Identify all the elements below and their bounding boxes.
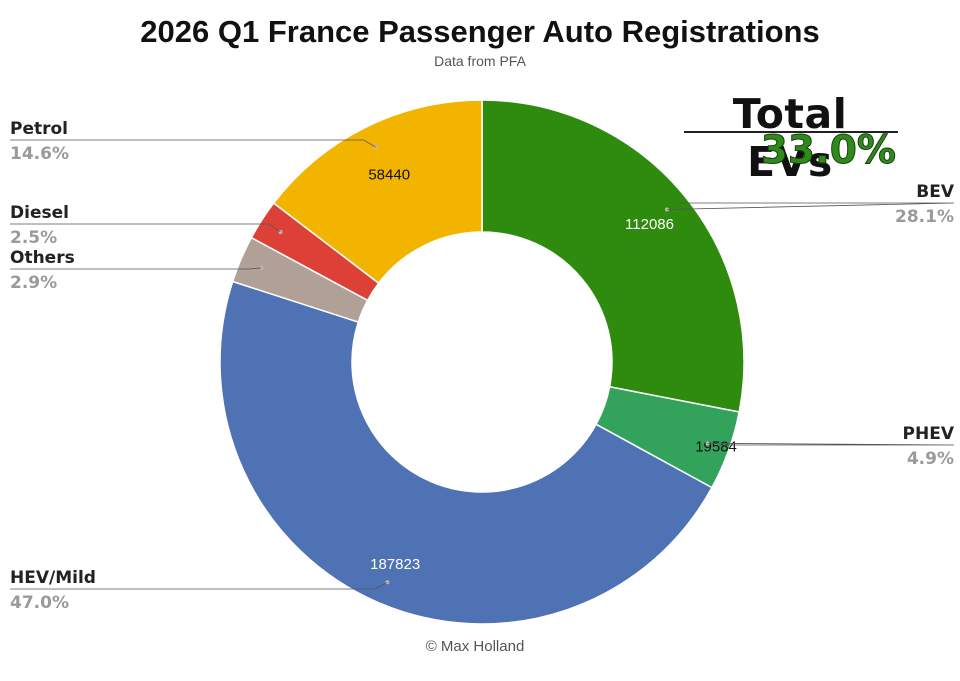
total-evs-label: Total EVs [732, 90, 848, 186]
chart-title: 2026 Q1 France Passenger Auto Registrati… [140, 14, 820, 49]
total-evs-divider [684, 131, 898, 133]
slices-layer [219, 99, 745, 625]
slice-bev [481, 99, 745, 413]
category-percent-phev: 4.9% [907, 449, 954, 469]
category-label-petrol: Petrol [10, 119, 68, 139]
leader-line-bev [667, 202, 955, 210]
slice-petrol [272, 99, 483, 285]
slice-hev-mild [219, 280, 713, 625]
category-percent-bev: 28.1% [895, 207, 954, 227]
category-percent-diesel: 2.5% [10, 228, 57, 248]
leader-line-hev-mild [10, 581, 388, 590]
value-label-bev: 112086 [625, 216, 674, 233]
category-percent-petrol: 14.6% [10, 144, 69, 164]
leader-line-others [10, 267, 262, 270]
category-percent-others: 2.9% [10, 273, 57, 293]
chart-subtitle: Data from PFA [434, 53, 526, 69]
category-label-hev-mild: HEV/Mild [10, 568, 96, 588]
category-label-bev: BEV [916, 182, 955, 202]
leader-line-diesel [10, 223, 281, 233]
total-evs-value: 33.0% [760, 128, 896, 174]
category-label-phev: PHEV [903, 424, 955, 444]
category-label-others: Others [10, 248, 75, 268]
value-label-hev-mild: 187823 [370, 556, 420, 573]
leader-line-petrol [10, 139, 376, 148]
copyright-text: © Max Holland [425, 638, 525, 655]
category-label-diesel: Diesel [10, 203, 69, 223]
value-labels-layer: 112086 19584 187823 58440 [368, 167, 737, 573]
callouts-layer: BEV 28.1% PHEV 4.9% HEV/Mild 47.0% Others 2.9% D… [10, 119, 955, 613]
value-label-phev: 19584 [695, 438, 737, 455]
category-percent-hev-mild: 47.0% [10, 593, 69, 613]
leader-line-phev [707, 442, 955, 446]
value-label-petrol: 58440 [368, 167, 410, 184]
